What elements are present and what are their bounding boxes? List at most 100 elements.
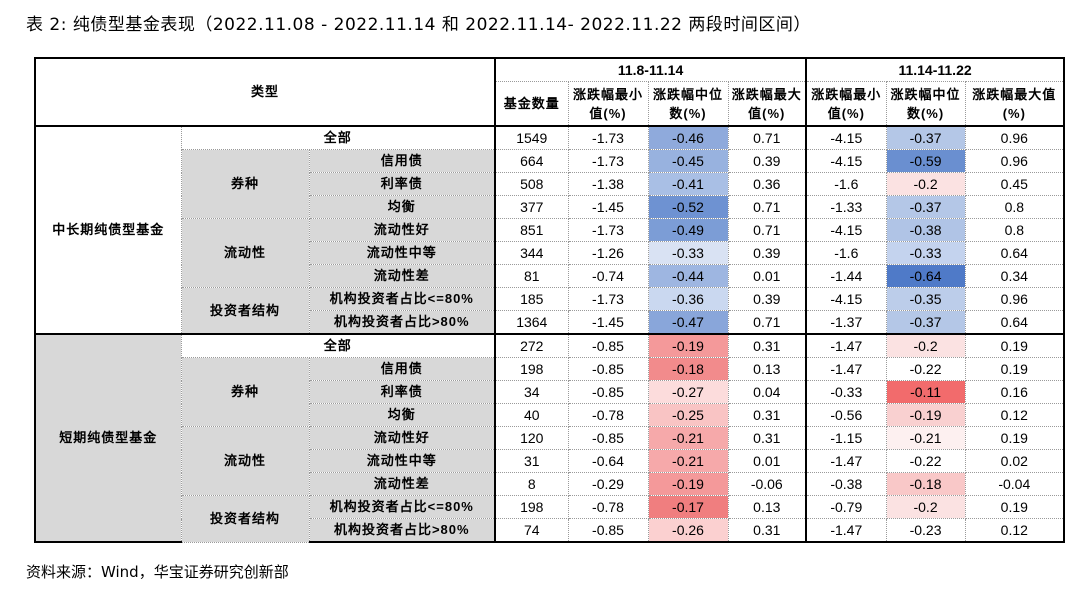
fund-performance-table: 类型 11.8-11.14 11.14-11.22 基金数量 涨跌幅最小值(%)… <box>33 57 1066 543</box>
subgroup-label: 流动性好 <box>308 426 496 450</box>
min1-cell: -0.85 <box>567 333 649 358</box>
min2-cell: -4.15 <box>805 218 887 242</box>
min2-cell: -0.56 <box>805 403 887 427</box>
count-header: 基金数量 <box>494 81 569 127</box>
min2-cell: -1.6 <box>805 172 887 196</box>
min2-cell: -1.15 <box>805 426 887 450</box>
period1-header: 11.8-11.14 <box>494 57 807 82</box>
fund-count-cell: 31 <box>494 449 569 473</box>
median2-cell: -0.22 <box>885 357 966 381</box>
min1-cell: -0.85 <box>567 380 649 404</box>
max2-cell: -0.04 <box>964 472 1066 496</box>
min1-cell: -1.73 <box>567 287 649 311</box>
fund-count-cell: 34 <box>494 380 569 404</box>
table-row: 中长期纯债型基金 全部 1549 -1.73 -0.46 0.71 -4.15 -0.37 0.… <box>34 125 1066 335</box>
median2-cell: -0.35 <box>885 287 966 311</box>
section-label: 中长期纯债型基金 <box>34 125 182 335</box>
table-row: 均衡 40 -0.78 -0.25 0.31 -0.56 -0.19 0.12 <box>35 403 1066 427</box>
fund-count-cell: 198 <box>494 357 569 381</box>
fund-count-cell: 81 <box>494 264 569 288</box>
table-row: 券种 信用债 198 -0.85 -0.18 0.13 -1.47 -0.22 0.19 <box>35 357 1066 427</box>
max1-cell: -0.06 <box>727 472 807 496</box>
min1-cell: -0.85 <box>567 357 649 381</box>
median1-cell: -0.46 <box>647 125 729 150</box>
max1-cell: 0.01 <box>727 449 807 473</box>
max1-cell: 0.71 <box>727 195 807 219</box>
max2-header: 涨跌幅最大值(%) <box>964 81 1066 127</box>
max2-cell: 0.19 <box>964 495 1066 519</box>
subgroup-label: 机构投资者占比>80% <box>308 310 496 335</box>
min2-cell: -1.33 <box>805 195 887 219</box>
median2-cell: -0.22 <box>885 449 966 473</box>
median1-cell: -0.49 <box>647 218 729 242</box>
min2-cell: -0.79 <box>805 495 887 519</box>
fund-count-cell: 198 <box>494 495 569 519</box>
table-row: 流动性中等 31 -0.64 -0.21 0.01 -1.47 -0.22 0.02 <box>35 449 1066 473</box>
min1-cell: -1.38 <box>567 172 649 196</box>
median2-cell: -0.11 <box>885 380 966 404</box>
fund-count-cell: 8 <box>494 472 569 496</box>
min1-cell: -1.73 <box>567 125 649 150</box>
median2-cell: -0.37 <box>885 310 966 335</box>
max2-cell: 0.8 <box>964 195 1066 219</box>
max1-cell: 0.71 <box>727 310 807 335</box>
table-body: 中长期纯债型基金 全部 1549 -1.73 -0.46 0.71 -4.15 -0.37 0.… <box>34 125 1066 543</box>
max2-cell: 0.96 <box>964 149 1066 173</box>
table-row: 流动性差 8 -0.29 -0.19 -0.06 -0.38 -0.18 -0.04 <box>35 472 1066 496</box>
max2-cell: 0.64 <box>964 310 1066 335</box>
max1-header: 涨跌幅最大值(%) <box>727 81 807 127</box>
table-row: 流动性 流动性好 120 -0.85 -0.21 0.31 -1.15 -0.21 0.19 <box>35 426 1066 496</box>
median1-cell: -0.26 <box>647 518 729 543</box>
max1-cell: 0.39 <box>727 149 807 173</box>
min1-cell: -1.73 <box>567 149 649 173</box>
median2-cell: -0.19 <box>885 403 966 427</box>
min2-cell: -1.37 <box>805 310 887 335</box>
max1-cell: 0.13 <box>727 495 807 519</box>
max1-cell: 0.04 <box>727 380 807 404</box>
type-header: 类型 <box>33 57 496 127</box>
min1-cell: -0.78 <box>567 495 649 519</box>
max2-cell: 0.19 <box>964 426 1066 450</box>
min1-cell: -0.78 <box>567 403 649 427</box>
median1-header: 涨跌幅中位数(%) <box>647 81 729 127</box>
max1-cell: 0.71 <box>727 218 807 242</box>
min2-header: 涨跌幅最小值(%) <box>805 81 887 127</box>
median2-cell: -0.64 <box>885 264 966 288</box>
fund-count-cell: 74 <box>494 518 569 543</box>
subgroup-label: 利率债 <box>308 172 496 196</box>
min1-cell: -0.64 <box>567 449 649 473</box>
table-row: 机构投资者占比>80% 74 -0.85 -0.26 0.31 -1.47 -0.23 0.1… <box>35 518 1066 543</box>
median2-cell: -0.2 <box>885 333 966 358</box>
table-row: 投资者结构 机构投资者占比<=80% 198 -0.78 -0.17 0.13 -0.79-… <box>35 495 1066 543</box>
subgroup-label: 利率债 <box>308 380 496 404</box>
table-caption: 表 2: 纯债型基金表现（2022.11.08 - 2022.11.14 和 2… <box>26 15 811 35</box>
max1-cell: 0.31 <box>727 426 807 450</box>
min1-cell: -0.85 <box>567 426 649 450</box>
max1-cell: 0.71 <box>727 125 807 150</box>
median1-cell: -0.21 <box>647 426 729 450</box>
fund-count-cell: 40 <box>494 403 569 427</box>
median2-cell: -0.59 <box>885 149 966 173</box>
subgroup-label: 流动性差 <box>308 472 496 496</box>
median1-cell: -0.18 <box>647 357 729 381</box>
table-row: 利率债 508 -1.38 -0.41 0.36 -1.6 -0.2 0.45 <box>35 172 1066 196</box>
subgroup-label: 流动性中等 <box>308 449 496 473</box>
min2-cell: -4.15 <box>805 149 887 173</box>
median1-cell: -0.36 <box>647 287 729 311</box>
min1-cell: -1.26 <box>567 241 649 265</box>
min2-cell: -1.6 <box>805 241 887 265</box>
group-label: 流动性 <box>180 218 310 288</box>
median1-cell: -0.17 <box>647 495 729 519</box>
max1-cell: 0.39 <box>727 241 807 265</box>
min2-cell: -1.47 <box>805 333 887 358</box>
min2-cell: -1.47 <box>805 449 887 473</box>
min2-cell: -1.47 <box>805 357 887 381</box>
max1-cell: 0.31 <box>727 403 807 427</box>
header-row-periods: 类型 11.8-11.14 11.14-11.22 <box>33 57 1066 127</box>
median2-cell: -0.33 <box>885 241 966 265</box>
min2-cell: -0.33 <box>805 380 887 404</box>
table-row: 短期纯债型基金 全部 272 -0.85 -0.19 0.31 -1.47 -0.2 0.19 <box>34 333 1066 543</box>
max2-cell: 0.34 <box>964 264 1066 288</box>
median1-cell: -0.19 <box>647 333 729 358</box>
table-row: 券种 信用债 664 -1.73 -0.45 0.39 -4.15 -0.59 0.96 <box>35 149 1066 219</box>
